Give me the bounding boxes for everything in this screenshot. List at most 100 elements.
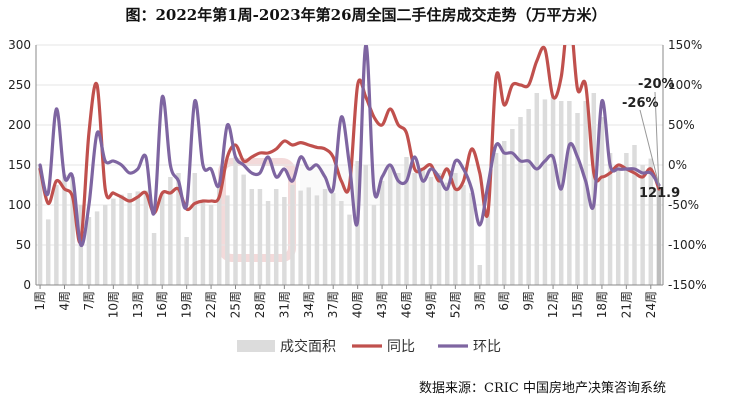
x-tick-label: 28周 <box>253 291 267 318</box>
bar-37 <box>330 193 336 285</box>
x-tick-label: 19周 <box>180 291 194 318</box>
x-tick-label: 12周 <box>546 291 560 318</box>
annotation-yoy: -20% <box>638 77 675 92</box>
bar-67 <box>575 113 580 285</box>
bar-75 <box>640 165 645 285</box>
bar-12 <box>127 193 132 285</box>
bar-60 <box>518 117 523 285</box>
line-yoy <box>38 45 661 245</box>
y-tick-label: 300 <box>8 38 31 52</box>
bar-28 <box>257 189 263 285</box>
x-tick-label: 16周 <box>155 291 169 318</box>
bar-51 <box>444 182 450 285</box>
bar-64 <box>550 97 556 285</box>
bar-62 <box>534 93 540 285</box>
bar-10 <box>111 198 116 285</box>
bar-26 <box>241 174 246 285</box>
bar-30 <box>273 189 279 285</box>
x-tick-label: 52周 <box>448 291 462 318</box>
legend-item-1: 成交面积 <box>237 338 336 355</box>
legend-label: 成交面积 <box>280 338 336 355</box>
x-tick-label: 6周 <box>497 291 511 311</box>
x-tick-label: 37周 <box>326 291 340 318</box>
bar-63 <box>542 99 548 286</box>
x-axis: 1周 4周 7周 10周 13周 16周 19周 22周 25周 28周 31周 34周 37周 40周 4… <box>33 285 658 318</box>
x-tick-label: 4周 <box>58 291 72 311</box>
x-tick-label: 10周 <box>106 291 120 318</box>
x-tick-label: 21周 <box>619 291 633 318</box>
bar-65 <box>558 101 564 285</box>
bar-32 <box>290 185 295 285</box>
bar-8 <box>94 211 100 285</box>
x-tick-label: 40周 <box>351 291 365 318</box>
x-tick-label: 3周 <box>473 291 487 311</box>
bar-70 <box>599 117 605 285</box>
bar-42 <box>371 205 377 285</box>
bar-2 <box>45 219 51 285</box>
bar-61 <box>526 109 531 285</box>
legend: 成交面积 同比 环比 <box>237 338 501 355</box>
y-tick-label: 100 <box>8 198 31 212</box>
x-tick-label: 49周 <box>424 291 438 318</box>
y2-tick-label: 150% <box>668 38 702 52</box>
bar-48 <box>420 169 426 285</box>
bar-68 <box>583 101 588 285</box>
bar-53 <box>461 185 466 285</box>
bar-23 <box>216 185 222 285</box>
bar-71 <box>607 153 613 285</box>
bar-59 <box>510 129 515 285</box>
legend-label: 环比 <box>473 339 501 355</box>
x-tick-label: 7周 <box>82 291 96 311</box>
bar-50 <box>436 173 442 285</box>
bar-39 <box>347 214 352 285</box>
annotations: -20% -26% 121.9 <box>622 77 680 201</box>
legend-item-2: 同比 <box>352 339 415 355</box>
x-tick-label: 25周 <box>229 291 243 318</box>
y2-tick-label: 50% <box>668 118 695 132</box>
y2-tick-label: -100% <box>668 238 707 252</box>
bar-29 <box>265 201 271 285</box>
bar-58 <box>501 141 507 285</box>
bar-38 <box>339 201 344 285</box>
bar-69 <box>591 93 597 285</box>
bar-66 <box>567 101 572 285</box>
bar-14 <box>143 190 149 285</box>
bar-27 <box>249 189 255 285</box>
bar-3 <box>54 185 59 285</box>
bar-20 <box>192 173 198 285</box>
bar-25 <box>233 157 238 285</box>
bar-34 <box>306 187 312 285</box>
bar-17 <box>168 177 173 285</box>
x-tick-label: 22周 <box>204 291 218 318</box>
bar-1 <box>37 165 43 285</box>
bar-72 <box>615 165 621 285</box>
line-series <box>38 45 661 247</box>
x-tick-label: 46周 <box>400 291 414 318</box>
bars-area-series <box>37 93 662 286</box>
bar-13 <box>135 191 141 285</box>
bar-7 <box>86 217 92 285</box>
bar-11 <box>119 194 124 285</box>
bar-21 <box>200 201 206 285</box>
bar-15 <box>151 233 157 285</box>
y2-tick-label: 100% <box>668 78 702 92</box>
chart-title: 图：2022年第1周-2023年第26周全国二手住房成交走势（万平方米） <box>125 6 606 24</box>
x-tick-label: 13周 <box>131 291 145 318</box>
bar-18 <box>176 173 181 285</box>
y-axis-right: -150% -100% -50% 0% 50% 100% 150% <box>668 38 707 292</box>
bar-43 <box>379 181 385 285</box>
bar-41 <box>363 165 369 285</box>
watermark-stamp <box>218 158 296 262</box>
y-tick-label: 150 <box>8 158 31 172</box>
x-tick-label: 1周 <box>33 291 47 311</box>
bar-31 <box>282 197 287 285</box>
legend-swatch <box>237 340 275 352</box>
bar-45 <box>396 173 401 285</box>
y2-tick-label: 0% <box>668 158 687 172</box>
bar-4 <box>62 174 67 285</box>
bar-24 <box>225 195 230 285</box>
bar-56 <box>485 209 491 285</box>
x-tick-label: 31周 <box>277 291 291 318</box>
bar-73 <box>624 153 629 285</box>
